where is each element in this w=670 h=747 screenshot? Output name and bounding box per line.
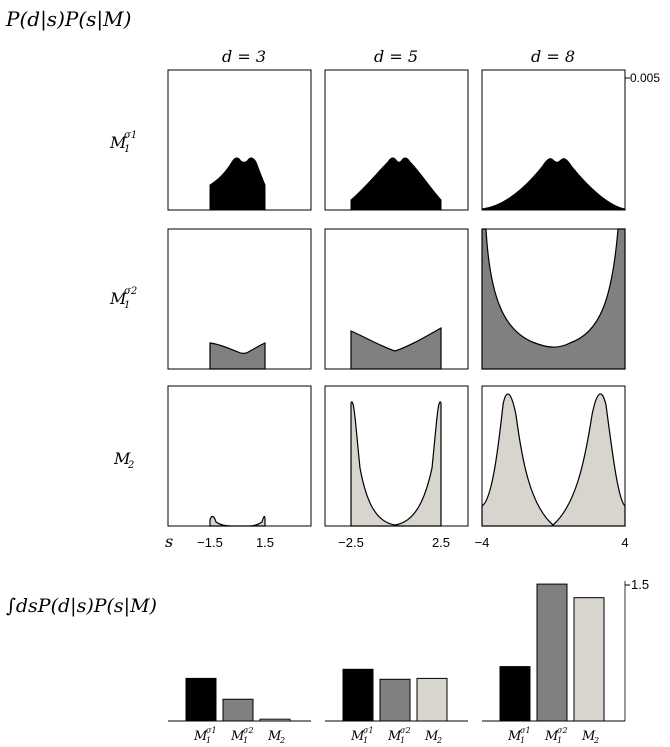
x-tick-c2-right: 2.5: [432, 535, 450, 550]
bar-y-tick-label: 1.5: [631, 577, 649, 592]
y-tick-label-top: 0.005: [630, 71, 660, 85]
row-label-base: M: [113, 449, 131, 468]
row-label-sub: 2: [127, 460, 134, 471]
bar-label-sub: 1: [243, 736, 248, 745]
row-label-m1-sigma1: M 1 σ1: [109, 130, 137, 155]
bar-label-d3-cat1: M: [193, 729, 208, 744]
bar-label-sub: 1: [206, 736, 211, 745]
figure-title-bottom: ∫dsP(d|s)P(s|M): [6, 595, 157, 617]
bar-label-d3-cat3: M: [267, 729, 282, 744]
row-label-sub: 1: [124, 300, 130, 311]
panel-grid: [167, 69, 626, 527]
column-header-d8: d = 8: [531, 47, 575, 66]
panel-r2-c2: [324, 228, 469, 370]
bar-label-d5-cat3: M: [424, 729, 439, 744]
bar-chart: [185, 583, 605, 722]
bar-label-sup: σ1: [363, 726, 374, 735]
area-m1sigma2-d3: [209, 342, 266, 370]
area-m1sigma2-d5: [350, 326, 442, 370]
bar-label-d5-cat1: M: [350, 729, 365, 744]
bar-d5-cat1: [342, 668, 374, 722]
row-label-sup: σ2: [124, 286, 137, 297]
bar-label-sub: 2: [593, 736, 599, 745]
area-m2-d8: [481, 393, 626, 527]
bar-d8-cat2: [536, 583, 568, 722]
bar-label-d8-cat3: M: [581, 729, 596, 744]
row-label-sub: 1: [124, 144, 130, 155]
bar-label-sub: 1: [557, 736, 562, 745]
bar-label-sup: σ1: [206, 726, 217, 735]
bar-label-d5-cat2: M: [387, 729, 402, 744]
panel-r3-c1: [167, 385, 312, 527]
bar-d5-cat3: [416, 677, 448, 722]
bar-label-d3-cat2: M: [230, 729, 245, 744]
bar-label-sup: σ2: [243, 726, 254, 735]
row-label-m2: M 2: [113, 449, 134, 471]
x-tick-c1-left: −1.5: [197, 535, 223, 550]
bar-label-sup: σ2: [557, 726, 568, 735]
row-label-base: M: [109, 133, 127, 152]
bar-label-d8-cat1: M: [507, 729, 522, 744]
area-m1sigma1-d8: [481, 158, 626, 211]
x-tick-c2-left: −2.5: [338, 535, 364, 550]
bar-label-d8-cat2: M: [544, 729, 559, 744]
row-label-m1-sigma2: M 1 σ2: [109, 286, 137, 311]
area-m1sigma1-d5: [350, 157, 442, 211]
bar-label-sup: σ2: [400, 726, 411, 735]
bar-d8-cat3: [573, 597, 605, 722]
x-axis-symbol: s: [165, 532, 173, 551]
bar-label-sub: 1: [400, 736, 405, 745]
area-m1sigma1-d3: [209, 157, 266, 211]
bar-label-sub: 1: [363, 736, 368, 745]
area-m2-d5: [350, 401, 442, 527]
bar-label-sub: 2: [279, 736, 285, 745]
column-header-d3: d = 3: [222, 47, 266, 66]
panel-r2-c1: [167, 228, 312, 370]
bar-label-sub: 1: [520, 736, 525, 745]
row-label-sup: σ1: [124, 130, 137, 141]
bar-d5-cat2: [379, 678, 411, 722]
column-header-d5: d = 5: [374, 47, 418, 66]
area-m1sigma2-d8: [481, 228, 626, 370]
x-tick-c1-right: 1.5: [256, 535, 274, 550]
row-label-base: M: [109, 289, 127, 308]
bar-d3-cat2: [222, 698, 254, 722]
bar-label-sup: σ1: [520, 726, 531, 735]
x-tick-c3-left: −4: [475, 535, 490, 550]
area-m2-d3: [209, 515, 266, 527]
bar-label-sub: 2: [436, 736, 442, 745]
bar-d8-cat1: [499, 666, 531, 722]
panel-r3-c2: [324, 385, 469, 527]
bar-d3-cat1: [185, 677, 217, 722]
x-tick-c3-right: 4: [621, 535, 628, 550]
figure-title-top: P(d|s)P(s|M): [5, 7, 131, 32]
